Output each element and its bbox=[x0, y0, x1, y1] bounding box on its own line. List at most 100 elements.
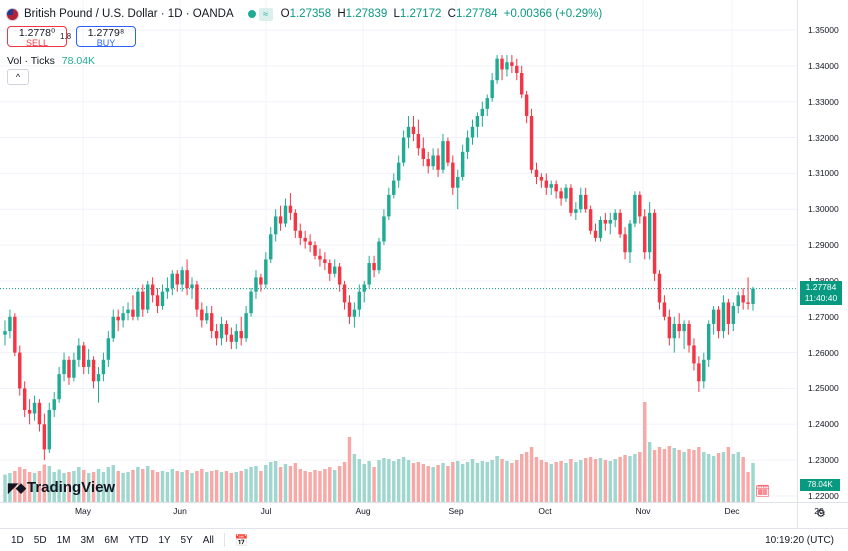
candle-body bbox=[746, 302, 750, 304]
volume-bar bbox=[633, 454, 637, 502]
candle-body bbox=[52, 399, 56, 410]
volume-bar bbox=[96, 469, 101, 502]
volume-bar bbox=[446, 466, 450, 502]
candle-body bbox=[667, 316, 672, 339]
buy-button[interactable]: 1.2779⁸ BUY bbox=[76, 26, 136, 48]
price-chart[interactable] bbox=[0, 0, 848, 528]
candle-body bbox=[411, 126, 416, 134]
volume-bar bbox=[564, 463, 568, 502]
volume-bar bbox=[495, 456, 499, 502]
timeframe-1y[interactable]: 1Y bbox=[158, 534, 171, 546]
volume-bar bbox=[652, 450, 657, 502]
candle-body bbox=[254, 277, 258, 292]
volume-bar bbox=[421, 464, 426, 502]
time-tick-label: Oct bbox=[538, 506, 552, 516]
timeframe-1m[interactable]: 1M bbox=[56, 534, 71, 546]
price-tick-label: 1.23000 bbox=[808, 455, 839, 466]
volume-bar bbox=[505, 461, 509, 502]
settings-gear-icon[interactable]: ⚙ bbox=[816, 508, 826, 520]
candle-body bbox=[549, 184, 553, 188]
volume-bar bbox=[101, 472, 106, 502]
candle-body bbox=[18, 352, 22, 389]
candle-body bbox=[716, 309, 721, 332]
candle-body bbox=[180, 270, 184, 285]
economic-events-icon[interactable]: 🗓 bbox=[755, 484, 771, 498]
goto-date-icon[interactable]: 📅 bbox=[234, 534, 249, 547]
volume-bar bbox=[180, 472, 184, 502]
price-tick-label: 1.35000 bbox=[808, 25, 839, 35]
timeframe-5y[interactable]: 5Y bbox=[180, 534, 193, 546]
volume-bar bbox=[52, 472, 56, 502]
candle-body bbox=[219, 323, 224, 339]
timeframe-1d[interactable]: 1D bbox=[11, 534, 24, 546]
timeframe-3m[interactable]: 3M bbox=[80, 534, 95, 546]
volume-bar bbox=[500, 459, 504, 502]
timeframe-ytd[interactable]: YTD bbox=[128, 534, 149, 546]
close-value: 1.27784 bbox=[455, 8, 498, 20]
candle-body bbox=[283, 205, 288, 224]
volume-bar bbox=[332, 470, 337, 502]
volume-bar bbox=[702, 452, 706, 502]
volume-bar bbox=[716, 453, 721, 502]
candle-body bbox=[288, 205, 293, 213]
volume-bar bbox=[647, 442, 652, 502]
candle-body bbox=[692, 345, 696, 364]
volume-bar bbox=[150, 470, 155, 502]
volume-bar bbox=[190, 473, 194, 502]
timeframe-6m[interactable]: 6M bbox=[104, 534, 119, 546]
candle-body bbox=[86, 359, 91, 367]
candle-body bbox=[72, 359, 76, 378]
symbol-title[interactable]: British Pound / U.S. Dollar · 1D · OANDA bbox=[24, 8, 234, 20]
collapse-legend-icon[interactable]: ^ bbox=[7, 69, 29, 85]
volume-bar bbox=[657, 447, 662, 502]
tradingview-logo: ◤◆ TradingView bbox=[8, 479, 115, 496]
candle-body bbox=[559, 191, 563, 199]
volume-bar bbox=[121, 473, 125, 502]
candle-body bbox=[638, 194, 642, 217]
candle-body bbox=[249, 291, 253, 314]
volume-bar bbox=[529, 447, 534, 502]
candle-body bbox=[441, 141, 445, 170]
volume-bar bbox=[214, 470, 219, 502]
candle-body bbox=[3, 331, 7, 335]
volume-bar bbox=[524, 452, 529, 502]
timeframe-all[interactable]: All bbox=[202, 534, 214, 546]
gbpusd-flag-icon bbox=[6, 7, 19, 21]
volume-bar bbox=[283, 464, 288, 502]
volume-bar bbox=[603, 460, 608, 502]
candle-body bbox=[726, 302, 731, 324]
candle-body bbox=[264, 259, 268, 285]
utc-clock[interactable]: 10:19:20 (UTC) bbox=[765, 534, 834, 546]
time-tick-label: Aug bbox=[355, 506, 371, 516]
candle-body bbox=[475, 116, 480, 127]
volume-bar bbox=[185, 470, 189, 502]
wave-icon[interactable]: ≈ bbox=[258, 7, 273, 21]
candle-body bbox=[500, 58, 504, 70]
sell-button[interactable]: 1.2778⁰ SELL bbox=[7, 26, 67, 48]
candle-body bbox=[377, 241, 381, 271]
volume-legend[interactable]: Vol · Ticks 78.04K bbox=[7, 55, 95, 67]
price-tick-label: 1.26000 bbox=[808, 347, 839, 358]
tradingview-mark-icon: ◤◆ bbox=[8, 479, 26, 495]
candle-body bbox=[91, 359, 96, 382]
volume-bar bbox=[574, 462, 578, 502]
volume-bar bbox=[37, 471, 42, 502]
candle-body bbox=[672, 323, 676, 339]
volume-bar bbox=[352, 454, 357, 502]
candle-body bbox=[342, 284, 347, 303]
volume-bar bbox=[131, 470, 135, 502]
volume-bar bbox=[711, 456, 716, 502]
volume-bar bbox=[480, 461, 485, 502]
candle-body bbox=[470, 126, 475, 138]
candle-body bbox=[677, 323, 681, 332]
volume-bar bbox=[254, 466, 258, 502]
candle-body bbox=[273, 216, 278, 235]
volume-bar bbox=[490, 460, 494, 502]
timeframe-5d[interactable]: 5D bbox=[33, 534, 47, 546]
volume-bar bbox=[460, 464, 465, 502]
price-tick-label: 1.22000 bbox=[808, 491, 839, 501]
volume-bar bbox=[13, 471, 17, 502]
volume-bar bbox=[313, 470, 317, 502]
volume-bar bbox=[697, 447, 701, 502]
candle-body bbox=[116, 316, 120, 321]
